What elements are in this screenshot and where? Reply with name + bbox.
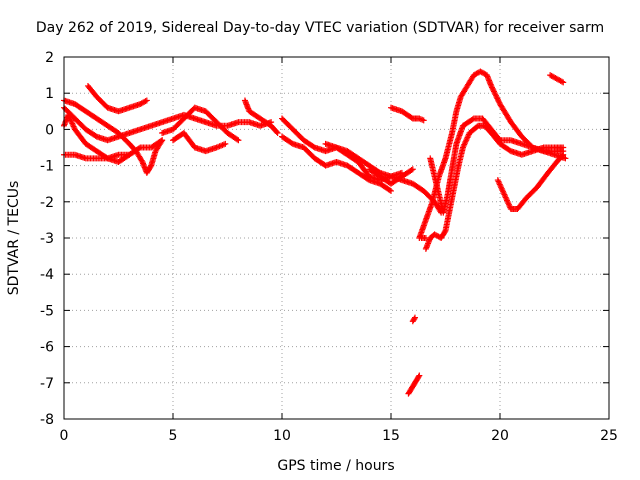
data-points	[61, 68, 569, 397]
series-track-b	[61, 104, 275, 144]
data-point	[142, 98, 149, 105]
series-track-q	[494, 151, 567, 213]
x-tick-label: 20	[491, 428, 509, 444]
data-point	[560, 79, 567, 86]
data-point	[408, 167, 415, 174]
series-track-m	[388, 104, 427, 124]
series-track-u	[418, 235, 429, 241]
data-point	[494, 96, 501, 103]
data-point	[274, 130, 281, 137]
data-point	[420, 117, 427, 124]
data-point	[490, 87, 497, 94]
series-track-e	[84, 82, 150, 115]
y-tick-label: 0	[45, 122, 54, 138]
series-track-h	[241, 97, 281, 137]
y-tick-label: 1	[45, 86, 54, 102]
data-point	[143, 97, 150, 104]
y-axis-label: SDTVAR / TECUs	[6, 181, 22, 296]
series-track-j	[279, 133, 394, 194]
y-tick-label: -6	[40, 340, 54, 356]
x-tick-label: 5	[169, 428, 178, 444]
x-tick-label: 25	[600, 428, 618, 444]
x-tick-label: 15	[382, 428, 400, 444]
axis-ticks: 0 5 10 15 20 25 -8 -7 -6 -5 -4 -3 -2 -1 0 1 2	[40, 50, 618, 444]
data-point	[491, 89, 498, 96]
data-point	[422, 235, 429, 241]
data-point	[492, 91, 499, 98]
data-point	[416, 372, 423, 379]
data-point	[222, 140, 229, 147]
x-tick-label: 0	[60, 428, 69, 444]
x-axis-label: GPS time / hours	[277, 458, 394, 474]
data-point	[147, 163, 154, 170]
plot-frame	[63, 56, 610, 420]
series-track-s	[409, 314, 418, 325]
data-point	[417, 116, 424, 123]
series-track-g	[170, 130, 229, 155]
data-point	[560, 151, 567, 158]
y-tick-label: -1	[40, 159, 54, 175]
data-point	[495, 98, 502, 105]
data-point	[409, 166, 416, 173]
data-point	[273, 128, 280, 135]
data-point	[388, 187, 394, 194]
series-track-k	[322, 140, 405, 184]
y-tick-label: -5	[40, 303, 54, 319]
data-point	[488, 82, 495, 89]
data-point	[235, 137, 242, 144]
data-point	[469, 116, 476, 123]
y-tick-label: 2	[45, 50, 54, 66]
data-point	[441, 228, 448, 235]
data-point	[492, 92, 499, 99]
data-point	[136, 145, 143, 152]
series-track-n	[416, 68, 567, 241]
data-point	[559, 152, 566, 159]
y-tick-label: -3	[40, 231, 54, 247]
y-tick-label: -4	[40, 267, 54, 283]
y-tick-label: -2	[40, 195, 54, 211]
series-track-a	[61, 97, 166, 176]
data-point	[411, 314, 418, 321]
data-point	[560, 144, 567, 151]
data-point	[157, 138, 164, 145]
data-point	[490, 88, 497, 95]
series-track-l	[366, 166, 416, 187]
data-point	[488, 84, 495, 91]
x-tick-label: 10	[273, 428, 291, 444]
data-point	[159, 137, 166, 144]
series-track-o	[422, 122, 567, 252]
chart-title: Day 262 of 2019, Sidereal Day-to-day VTE…	[36, 20, 604, 36]
series-track-f	[159, 104, 242, 144]
data-point	[558, 78, 565, 85]
data-point	[411, 315, 418, 322]
series-track-r	[547, 72, 567, 86]
data-point	[493, 94, 500, 101]
series-track-d	[61, 151, 133, 162]
data-point	[234, 136, 241, 143]
grid-lines	[64, 57, 609, 419]
series-track-t	[405, 372, 423, 397]
y-tick-label: -7	[40, 376, 54, 392]
data-point	[419, 116, 426, 123]
data-point	[126, 151, 133, 158]
y-tick-label: -8	[40, 412, 54, 428]
series-track-c	[61, 111, 166, 165]
data-point	[415, 373, 422, 380]
data-point	[494, 95, 501, 102]
data-point	[138, 157, 145, 164]
data-point	[386, 187, 393, 194]
data-point	[489, 85, 496, 92]
